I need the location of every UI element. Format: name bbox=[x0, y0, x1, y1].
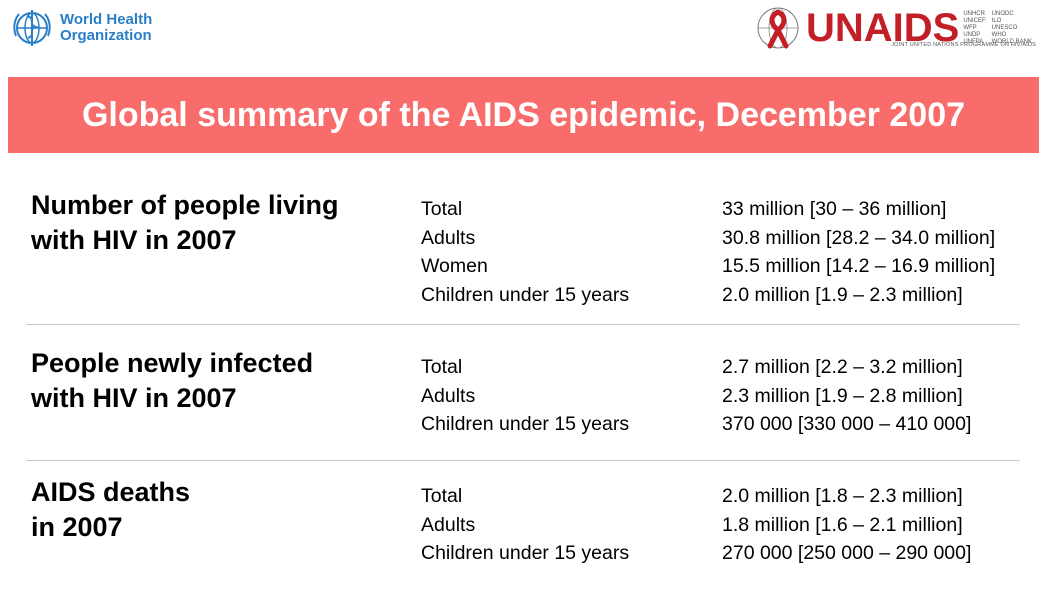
stat-label: Adults bbox=[421, 513, 476, 536]
stat-value: 1.8 million [1.6 – 2.1 million] bbox=[722, 513, 963, 536]
section-title: Number of people living with HIV in 2007 bbox=[31, 190, 339, 255]
who-logo-text: World Health Organization bbox=[60, 12, 152, 44]
partner-item: WHO bbox=[991, 31, 1007, 38]
stat-value: 370 000 [330 000 – 410 000] bbox=[722, 413, 972, 436]
partner-item: UNDP bbox=[963, 31, 981, 38]
stat-label: Women bbox=[421, 255, 488, 278]
unaids-wordmark: UNAIDS bbox=[805, 6, 960, 50]
partner-item: UNFPA bbox=[963, 38, 984, 45]
stat-label: Total bbox=[421, 485, 463, 507]
who-logo-line-1: World Health bbox=[60, 11, 153, 28]
partner-column-1: UNHCR UNICEF WFP UNDP UNFPA bbox=[963, 11, 985, 46]
section-divider bbox=[26, 324, 1020, 325]
red-ribbon-globe-icon bbox=[757, 7, 799, 49]
unaids-partner-list: UNHCR UNICEF WFP UNDP UNFPA UNODC ILO UN… bbox=[963, 11, 1038, 46]
stat-value: 33 million [30 – 36 million] bbox=[722, 198, 947, 220]
stat-value: 2.3 million [1.9 – 2.8 million] bbox=[722, 384, 963, 407]
partner-item: WFP bbox=[963, 24, 977, 31]
stat-value: 270 000 [250 000 – 290 000] bbox=[722, 542, 972, 565]
section-title: AIDS deaths in 2007 bbox=[31, 477, 191, 542]
stat-value: 2.0 million [1.9 – 2.3 million] bbox=[722, 283, 963, 306]
who-logo-line-2: Organization bbox=[60, 27, 152, 44]
partner-item: UNICEF bbox=[963, 17, 986, 24]
partner-item: UNESCO bbox=[991, 24, 1018, 31]
stat-label: Children under 15 years bbox=[421, 413, 630, 436]
section-divider bbox=[26, 460, 1020, 461]
stat-value: 15.5 million [14.2 – 16.9 million] bbox=[722, 255, 996, 278]
stat-value: 30.8 million [28.2 – 34.0 million] bbox=[722, 226, 996, 249]
stat-label: Adults bbox=[421, 384, 476, 407]
page-title: Global summary of the AIDS epidemic, Dec… bbox=[81, 95, 966, 134]
stat-value: 2.7 million [2.2 – 3.2 million] bbox=[722, 356, 963, 378]
stat-label: Total bbox=[421, 198, 463, 220]
partner-item: UNODC bbox=[991, 10, 1014, 17]
partner-column-2: UNODC ILO UNESCO WHO WORLD BANK bbox=[992, 11, 1032, 46]
stat-label: Total bbox=[421, 356, 463, 378]
section-title: People newly infected with HIV in 2007 bbox=[31, 348, 314, 413]
partner-item: UNHCR bbox=[963, 10, 985, 17]
partner-item: ILO bbox=[991, 17, 1002, 24]
stat-label: Children under 15 years bbox=[421, 542, 630, 565]
stat-label: Children under 15 years bbox=[421, 283, 630, 306]
unaids-logo: UNAIDS UNHCR UNICEF WFP UNDP UNFPA UNODC… bbox=[752, 4, 1038, 52]
title-banner: Global summary of the AIDS epidemic, Dec… bbox=[8, 77, 1039, 153]
stat-label: Adults bbox=[421, 226, 476, 249]
stat-value: 2.0 million [1.8 – 2.3 million] bbox=[722, 485, 963, 507]
partner-item: WORLD BANK bbox=[991, 38, 1032, 45]
who-logo: World Health Organization bbox=[10, 6, 152, 50]
who-emblem-icon bbox=[13, 10, 51, 46]
unaids-subtitle: JOINT UNITED NATIONS PROGRAMME ON HIV/AI… bbox=[891, 42, 1036, 48]
